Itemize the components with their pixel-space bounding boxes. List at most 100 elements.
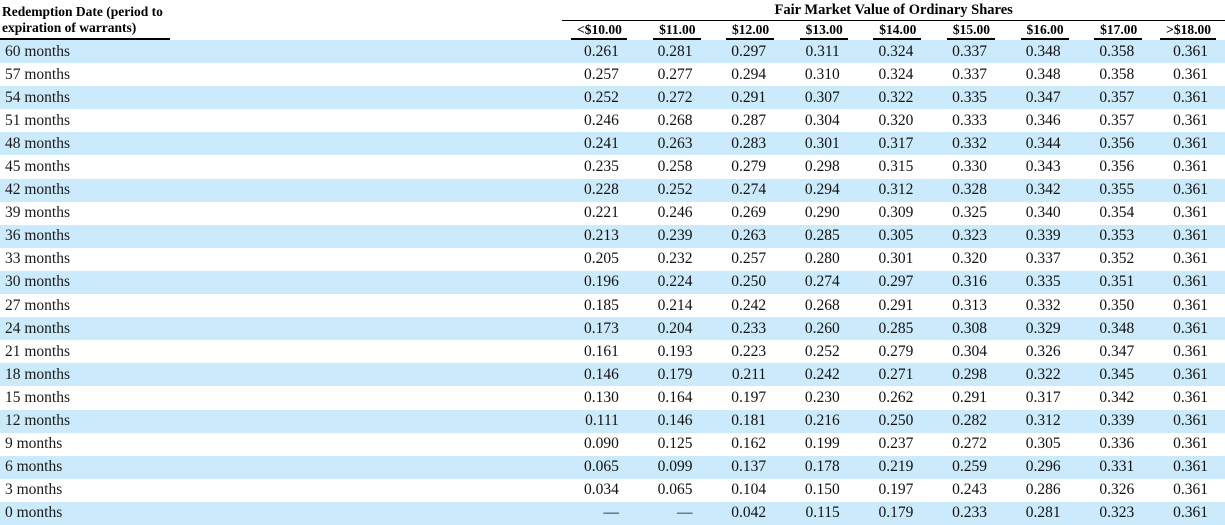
value-cell: 0.336 (1099, 435, 1135, 453)
value-cell: 0.310 (804, 65, 840, 83)
column-header: $16.00 (1004, 21, 1078, 40)
value-cell: 0.304 (804, 111, 840, 129)
value-cell: 0.261 (584, 42, 619, 60)
value-cell: 0.361 (1173, 273, 1208, 291)
value-cell: 0.199 (804, 435, 840, 453)
table-row: 33 months 0.205 0.232 0.257 0.280 0.301 0.320 0… (0, 248, 1225, 271)
table-row: 36 months 0.213 0.239 0.263 0.285 0.305 0.323 0… (0, 224, 1225, 248)
table-row: 60 months 0.261 0.281 0.297 0.311 0.324 0.337 0… (0, 40, 1225, 64)
value-cell: 0.348 (1025, 42, 1061, 60)
value-cell: 0.361 (1173, 319, 1208, 337)
value-cell: 0.332 (1025, 296, 1061, 314)
value-cell: 0.262 (878, 388, 914, 406)
column-header-row: <$10.00 $11.00 $12.00 $13.00 $14.00 $15.00 $16… (0, 21, 1225, 40)
value-cell: 0.242 (804, 365, 840, 383)
value-cell: 0.309 (878, 204, 914, 222)
group-header-row: Redemption Date (period to expiration of… (0, 0, 1225, 40)
row-label: 24 months (5, 319, 71, 337)
value-cell: 0.279 (878, 342, 914, 360)
value-cell: 0.317 (1025, 388, 1061, 406)
value-cell: 0.179 (657, 365, 693, 383)
value-cell: 0.347 (1099, 342, 1135, 360)
value-cell: 0.281 (1025, 504, 1061, 522)
column-header-label: <$10.00 (571, 21, 627, 40)
value-cell: 0.162 (731, 435, 767, 453)
value-cell: 0.361 (1173, 435, 1208, 453)
row-label: 33 months (5, 250, 71, 268)
value-cell: 0.323 (1099, 504, 1135, 522)
row-label: 9 months (5, 435, 63, 453)
value-cell: 0.361 (1173, 134, 1208, 152)
value-cell: 0.361 (1173, 458, 1208, 476)
row-label: 45 months (5, 158, 71, 176)
value-cell: 0.298 (804, 158, 840, 176)
value-cell: 0.301 (878, 250, 914, 268)
value-cell: 0.242 (731, 296, 767, 314)
value-cell: 0.137 (731, 458, 767, 476)
row-header-cell: Redemption Date (period to expiration of… (0, 0, 562, 40)
value-cell: 0.216 (804, 412, 840, 430)
table-row: 54 months 0.252 0.272 0.291 0.307 0.322 0.335 0… (0, 86, 1225, 110)
value-cell: 0.358 (1099, 42, 1135, 60)
value-cell: 0.260 (804, 319, 840, 337)
value-cell: 0.250 (731, 273, 767, 291)
value-cell: — (603, 504, 619, 522)
value-cell: 0.111 (585, 412, 619, 430)
value-cell: 0.243 (952, 481, 987, 499)
value-cell: 0.125 (657, 435, 693, 453)
value-cell: 0.311 (805, 42, 840, 60)
value-cell: 0.322 (1025, 365, 1061, 383)
value-cell: 0.196 (584, 273, 619, 291)
value-cell: 0.291 (731, 88, 767, 106)
value-cell: 0.361 (1173, 412, 1208, 430)
value-cell: 0.322 (878, 88, 914, 106)
value-cell: 0.115 (805, 504, 840, 522)
value-cell: 0.356 (1099, 134, 1135, 152)
value-cell: 0.345 (1099, 365, 1135, 383)
value-cell: 0.230 (804, 388, 840, 406)
value-cell: 0.301 (804, 134, 840, 152)
value-cell: 0.232 (657, 250, 693, 268)
value-cell: 0.358 (1099, 65, 1135, 83)
value-cell: 0.337 (1025, 250, 1061, 268)
value-cell: 0.353 (1099, 227, 1135, 245)
row-label: 27 months (5, 296, 71, 314)
table-row: 30 months 0.196 0.224 0.250 0.274 0.297 0.316 0… (0, 270, 1225, 295)
value-cell: 0.228 (584, 181, 619, 199)
value-cell: 0.193 (657, 342, 693, 360)
value-cell: 0.294 (804, 181, 840, 199)
value-cell: 0.173 (584, 319, 619, 337)
value-cell: 0.282 (952, 412, 987, 430)
value-cell: 0.099 (657, 458, 693, 476)
column-header-label: $14.00 (873, 21, 922, 40)
value-cell: 0.330 (952, 158, 987, 176)
column-header-label: $11.00 (653, 21, 701, 40)
value-cell: 0.307 (804, 88, 840, 106)
table-row: 0 months — — 0.042 0.115 0.179 0.233 0.281 0.323… (0, 501, 1225, 525)
table-row: 42 months 0.228 0.252 0.274 0.294 0.312 0.328 0… (0, 178, 1225, 202)
column-header: $15.00 (930, 21, 1004, 40)
table-row: 45 months 0.235 0.258 0.279 0.298 0.315 0.330 0… (0, 155, 1225, 178)
value-cell: 0.272 (657, 88, 693, 106)
value-cell: 0.342 (1099, 388, 1135, 406)
value-cell: 0.280 (804, 250, 840, 268)
column-header-label: $12.00 (726, 21, 775, 40)
value-cell: 0.246 (584, 111, 619, 129)
value-cell: 0.283 (731, 134, 767, 152)
value-cell: 0.339 (1025, 227, 1061, 245)
value-cell: 0.291 (878, 296, 914, 314)
value-cell: 0.104 (731, 481, 767, 499)
column-header: $14.00 (857, 21, 931, 40)
row-label: 6 months (5, 458, 63, 476)
value-cell: 0.268 (657, 111, 693, 129)
value-cell: 0.034 (584, 481, 619, 499)
group-header: Fair Market Value of Ordinary Shares (562, 0, 1225, 21)
value-cell: 0.246 (657, 204, 693, 222)
table-row: 27 months 0.185 0.214 0.242 0.268 0.291 0.313 0… (0, 294, 1225, 317)
row-label: 36 months (5, 227, 71, 245)
table-row: 15 months 0.130 0.164 0.197 0.230 0.262 0.291 0… (0, 386, 1225, 409)
column-header-label: $13.00 (799, 21, 848, 40)
table-row: 39 months 0.221 0.246 0.269 0.290 0.309 0.325 0… (0, 202, 1225, 225)
value-cell: 0.274 (731, 181, 767, 199)
